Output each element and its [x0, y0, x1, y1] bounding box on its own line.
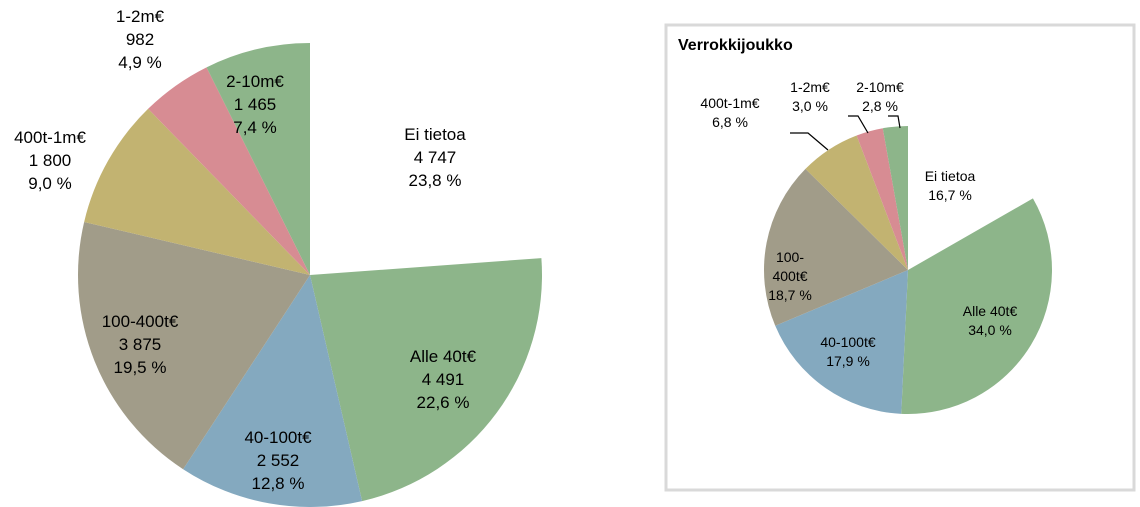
label-line: 1-2m€ [790, 79, 830, 95]
label-line: 23,8 % [409, 171, 462, 190]
label-line: 12,8 % [252, 474, 305, 493]
label-line: 1 465 [234, 95, 277, 114]
pie-slice [310, 258, 542, 502]
label-line: 2-10m€ [226, 72, 284, 91]
label-line: 4 491 [422, 370, 465, 389]
leader-line [848, 115, 869, 134]
slice-label: Ei tietoa 16,7 % [925, 168, 976, 203]
label-line: 3,0 % [792, 98, 828, 114]
pie-slice [775, 270, 908, 414]
label-line: Ei tietoa [925, 168, 976, 184]
label-line: 100- [776, 249, 804, 265]
pie-slice [78, 221, 311, 470]
label-line: 2,8 % [862, 98, 898, 114]
label-line: 6,8 % [712, 114, 748, 130]
label-line: Ei tietoa [404, 125, 466, 144]
slice-label: 1-2m€ 982 4,9 % [116, 7, 165, 72]
pie-slice [907, 125, 1034, 271]
label-line: 3 875 [119, 335, 162, 354]
slice-label: 40-100t€ 2 552 12,8 % [244, 428, 312, 493]
pie-slice [183, 275, 363, 507]
pie-slice [206, 43, 310, 275]
chart-title: Verrokkijoukko [678, 37, 793, 54]
label-line: 16,7 % [928, 187, 972, 203]
label-line: 1-2m€ [116, 7, 165, 26]
label-line: 34,0 % [968, 322, 1012, 338]
pie-slice [805, 135, 908, 270]
pie-slice [309, 42, 542, 276]
label-line: 100-400t€ [102, 312, 179, 331]
slice-label: Alle 40t€ 34,0 % [963, 303, 1018, 338]
slice-label: 100- 400t€ 18,7 % [768, 249, 812, 303]
pie-slice [764, 168, 908, 326]
pie [764, 125, 1052, 414]
label-line: 982 [126, 30, 154, 49]
pie-slice [148, 67, 310, 275]
leader-line [888, 115, 901, 129]
label-line: 1 800 [29, 151, 72, 170]
label-line: 18,7 % [768, 287, 812, 303]
label-line: 7,4 % [233, 118, 276, 137]
leader-line [790, 132, 829, 151]
slice-label: 100-400t€ 3 875 19,5 % [102, 312, 179, 377]
slice-label: 1-2m€ 3,0 % [790, 79, 830, 114]
label-line: 400t-1m€ [14, 128, 86, 147]
slice-label: 400t-1m€ 6,8 % [700, 95, 759, 130]
pie-slice [901, 198, 1052, 414]
pie-slice [856, 128, 908, 270]
slice-label: Alle 40t€ 4 491 22,6 % [410, 347, 477, 412]
slice-label: 2-10m€ 1 465 7,4 % [226, 72, 284, 137]
label-line: 400t-1m€ [700, 95, 759, 111]
label-line: 2-10m€ [856, 79, 904, 95]
pie [78, 42, 542, 507]
label-line: 400t€ [772, 268, 807, 284]
label-line: 2 552 [257, 451, 300, 470]
label-line: 40-100t€ [820, 334, 875, 350]
slice-label: 400t-1m€ 1 800 9,0 % [14, 128, 86, 193]
label-line: Alle 40t€ [963, 303, 1018, 319]
label-line: Alle 40t€ [410, 347, 477, 366]
label-line: 4,9 % [118, 53, 161, 72]
pie-slice [882, 126, 908, 270]
label-line: 9,0 % [28, 174, 71, 193]
slice-label: Ei tietoa 4 747 23,8 % [404, 125, 466, 190]
slice-label: 40-100t€ 17,9 % [820, 334, 875, 369]
label-line: 19,5 % [114, 358, 167, 377]
label-line: 17,9 % [826, 353, 870, 369]
label-line: 4 747 [414, 148, 457, 167]
label-line: 22,6 % [417, 393, 470, 412]
label-line: 40-100t€ [244, 428, 312, 447]
slice-label: 2-10m€ 2,8 % [856, 79, 904, 114]
pie-slice [84, 108, 310, 275]
